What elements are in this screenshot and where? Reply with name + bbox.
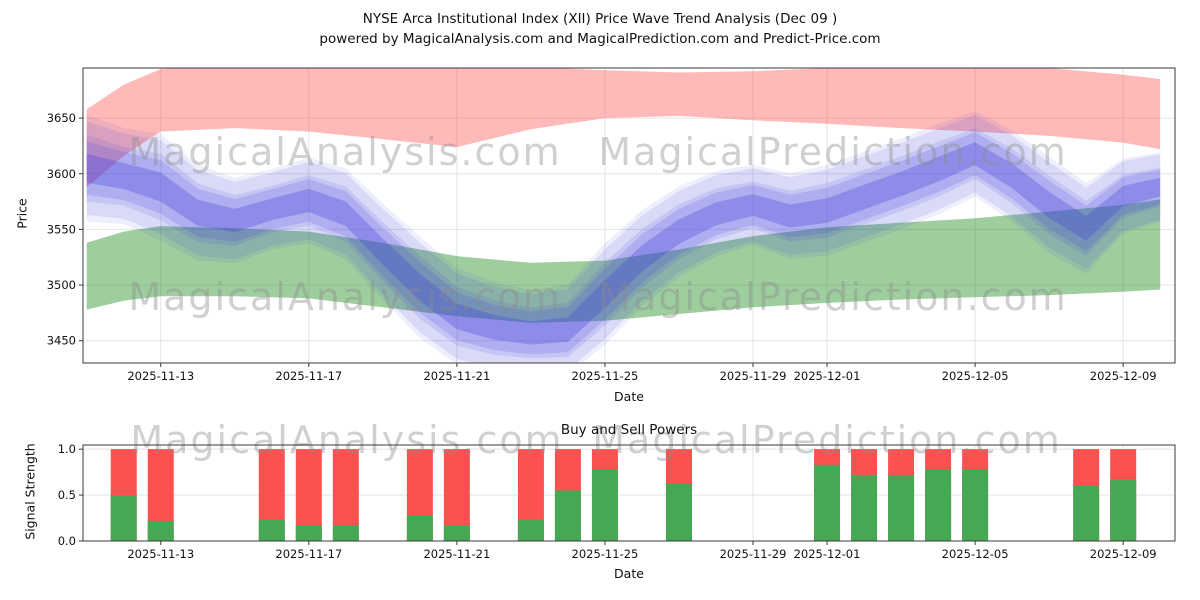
buy-bar bbox=[1110, 479, 1137, 541]
price-x-tick-label: 2025-11-25 bbox=[572, 369, 639, 383]
signal-x-axis-label: Date bbox=[614, 566, 644, 581]
signal-x-tick-label: 2025-12-05 bbox=[942, 547, 1009, 561]
buy-bar bbox=[332, 525, 359, 541]
wave-band-layer bbox=[86, 115, 1161, 359]
watermark-analysis: MagicalAnalysis.com bbox=[130, 418, 563, 462]
buy-bar bbox=[888, 474, 915, 541]
price-x-tick-label: 2025-11-29 bbox=[720, 369, 787, 383]
buy-bar bbox=[443, 525, 470, 541]
watermarks: MagicalAnalysis.com MagicalAnalysis.com Ma… bbox=[128, 130, 1068, 462]
title-line1: NYSE Arca Institutional Index (XII) Pric… bbox=[362, 11, 838, 27]
price-x-axis-label: Date bbox=[614, 389, 644, 404]
signal-bars bbox=[110, 449, 1137, 541]
watermark-prediction: MagicalPrediction.com bbox=[592, 418, 1062, 462]
buy-bar bbox=[258, 519, 285, 541]
buy-bar bbox=[406, 515, 433, 541]
buy-bar bbox=[665, 484, 692, 541]
price-x-tick-label: 2025-12-05 bbox=[942, 369, 1009, 383]
tick-marks bbox=[79, 117, 1124, 545]
plot-border bbox=[82, 67, 1176, 364]
buy-bar bbox=[925, 469, 952, 541]
wave-band-layer bbox=[86, 128, 1161, 363]
signal-x-tick-label: 2025-11-25 bbox=[572, 547, 639, 561]
price-grid bbox=[83, 68, 1175, 363]
buy-bar bbox=[110, 495, 137, 541]
buy-bar bbox=[147, 520, 174, 541]
buy-bar bbox=[295, 525, 322, 541]
plot-border bbox=[82, 444, 1176, 542]
price-x-tick-label: 2025-11-17 bbox=[275, 369, 342, 383]
figure-title: NYSE Arca Institutional Index (XII) Pric… bbox=[0, 9, 1200, 49]
wave-band-layer bbox=[86, 111, 1161, 363]
price-x-tick-label: 2025-12-01 bbox=[794, 369, 861, 383]
signal-x-tick-label: 2025-12-09 bbox=[1090, 547, 1157, 561]
resistance-band bbox=[86, 68, 1161, 188]
support-band bbox=[86, 199, 1161, 323]
buy-bar bbox=[814, 464, 841, 541]
price-y-tick-label: 3550 bbox=[47, 222, 76, 236]
price-x-tick-label: 2025-11-13 bbox=[127, 369, 194, 383]
price-y-tick-label: 3500 bbox=[47, 278, 76, 292]
price-x-tick-label: 2025-12-09 bbox=[1090, 369, 1157, 383]
price-y-tick-label: 3450 bbox=[47, 334, 76, 348]
buy-bar bbox=[962, 469, 989, 541]
signal-x-tick-label: 2025-12-01 bbox=[794, 547, 861, 561]
signal-y-tick-label: 0.0 bbox=[58, 534, 76, 548]
signal-y-tick-label: 0.5 bbox=[58, 488, 76, 502]
buy-bar bbox=[591, 469, 618, 541]
buy-bar bbox=[554, 490, 581, 541]
watermark-prediction: MagicalPrediction.com bbox=[598, 275, 1068, 319]
signal-x-tick-label: 2025-11-21 bbox=[423, 547, 490, 561]
signal-x-tick-label: 2025-11-29 bbox=[720, 547, 787, 561]
buy-bar bbox=[851, 474, 878, 541]
price-x-tick-label: 2025-11-21 bbox=[423, 369, 490, 383]
price-y-tick-label: 3600 bbox=[47, 167, 76, 181]
price-y-axis-label: Price bbox=[14, 198, 30, 229]
price-y-tick-label: 3650 bbox=[47, 111, 76, 125]
signal-x-tick-label: 2025-11-13 bbox=[127, 547, 194, 561]
buy-bar bbox=[517, 519, 544, 541]
watermark-analysis: MagicalAnalysis.com bbox=[128, 130, 561, 174]
wave-band-layer bbox=[86, 132, 1161, 355]
buy-bar bbox=[1073, 485, 1100, 541]
wave-band-layer bbox=[86, 142, 1161, 345]
signal-y-axis-label: Signal Strength bbox=[22, 443, 38, 540]
price-bands bbox=[86, 68, 1161, 363]
watermark-prediction: MagicalPrediction.com bbox=[598, 130, 1068, 174]
signal-x-tick-label: 2025-11-17 bbox=[275, 547, 342, 561]
title-line2: powered by MagicalAnalysis.com and Magic… bbox=[319, 31, 881, 47]
watermark-analysis: MagicalAnalysis.com bbox=[128, 275, 561, 319]
tick-labels: 2025-11-13 2025-11-17 2025-11-21 2025-11-25… bbox=[47, 111, 1157, 561]
signal-chart-title: Buy and Sell Powers bbox=[560, 422, 698, 438]
signal-y-tick-label: 1.0 bbox=[58, 442, 76, 456]
